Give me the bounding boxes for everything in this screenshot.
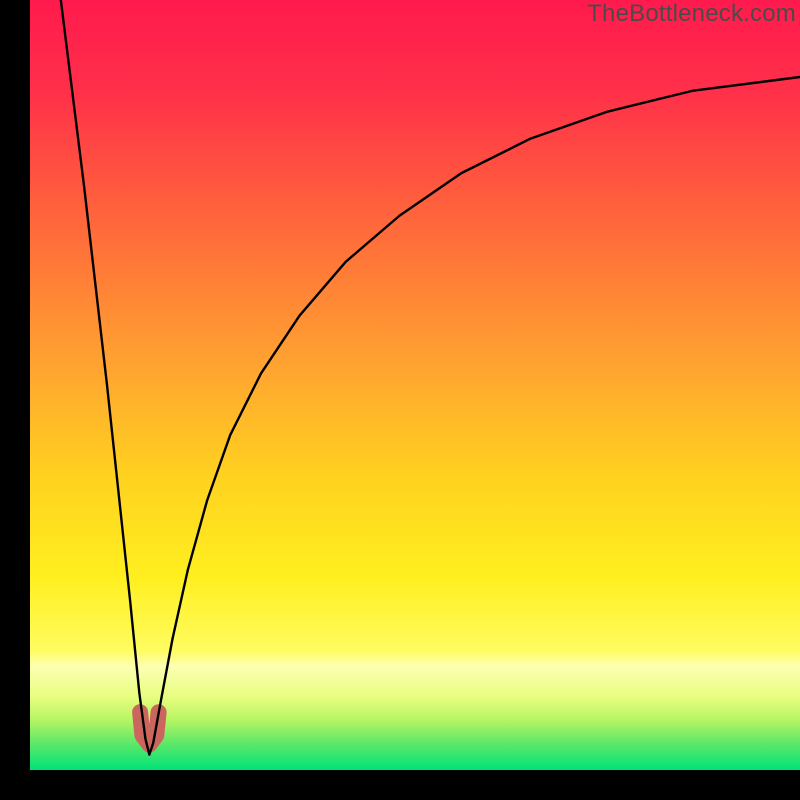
bottleneck-curve xyxy=(61,0,800,755)
curve-layer xyxy=(30,0,800,770)
plot-area xyxy=(30,0,800,770)
chart-container: TheBottleneck.com xyxy=(0,0,800,800)
watermark-text: TheBottleneck.com xyxy=(587,0,796,28)
